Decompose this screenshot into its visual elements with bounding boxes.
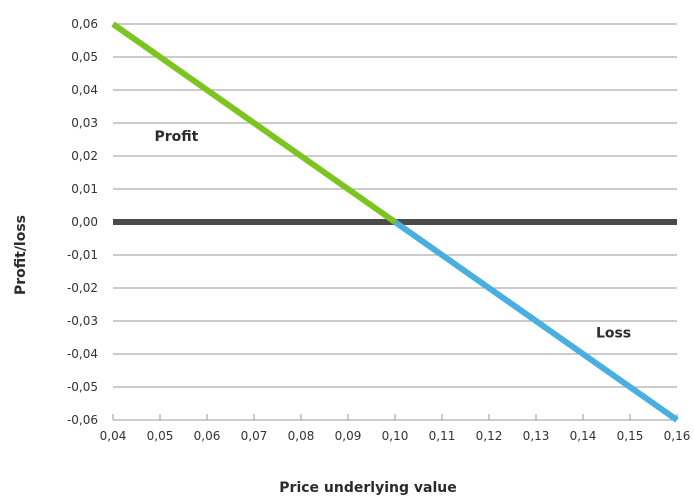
x-tick-label: 0,04 — [100, 429, 127, 443]
y-tick-label: 0,05 — [71, 50, 98, 64]
x-tick-label: 0,13 — [523, 429, 550, 443]
x-tick-label: 0,07 — [241, 429, 268, 443]
y-tick-label: 0,06 — [71, 17, 98, 31]
annotation-profit: Profit — [155, 129, 199, 145]
y-tick-label: 0,00 — [71, 215, 98, 229]
x-tick-label: 0,12 — [476, 429, 503, 443]
x-tick-label: 0,10 — [382, 429, 409, 443]
x-axis — [112, 414, 678, 421]
y-tick-label: -0,04 — [67, 347, 98, 361]
x-tick-label: 0,05 — [147, 429, 174, 443]
x-tick-label: 0,11 — [429, 429, 456, 443]
y-tick-label: 0,04 — [71, 83, 98, 97]
y-tick-label: -0,03 — [67, 314, 98, 328]
loss-series-line — [393, 219, 679, 423]
series-layer — [111, 21, 679, 423]
x-axis-title: Price underlying value — [279, 480, 456, 496]
x-tick-label: 0,08 — [288, 429, 315, 443]
x-tick-label: 0,16 — [664, 429, 691, 443]
y-tick-label: -0,01 — [67, 248, 98, 262]
y-tick-label: 0,02 — [71, 149, 98, 163]
x-tick-label: 0,09 — [335, 429, 362, 443]
x-tick-label: 0,15 — [617, 429, 644, 443]
profit-series-line — [111, 21, 397, 225]
annotation-loss: Loss — [596, 326, 631, 342]
y-tick-label: 0,01 — [71, 182, 98, 196]
x-tick-label: 0,06 — [194, 429, 221, 443]
y-axis-title: Profit/loss — [13, 215, 29, 295]
y-tick-label: -0,02 — [67, 281, 98, 295]
y-tick-labels: 0,06 0,05 0,04 0,03 0,02 0,01 0,00 -0,01 -0,02 -0… — [67, 17, 98, 427]
y-tick-label: -0,06 — [67, 413, 98, 427]
y-tick-label: 0,03 — [71, 116, 98, 130]
annotations: Profit Loss — [155, 129, 632, 341]
y-tick-label: -0,05 — [67, 380, 98, 394]
x-tick-label: 0,14 — [570, 429, 597, 443]
x-tick-labels: 0,04 0,05 0,06 0,07 0,08 0,09 0,10 0,11 0,12 0,13… — [100, 429, 691, 443]
